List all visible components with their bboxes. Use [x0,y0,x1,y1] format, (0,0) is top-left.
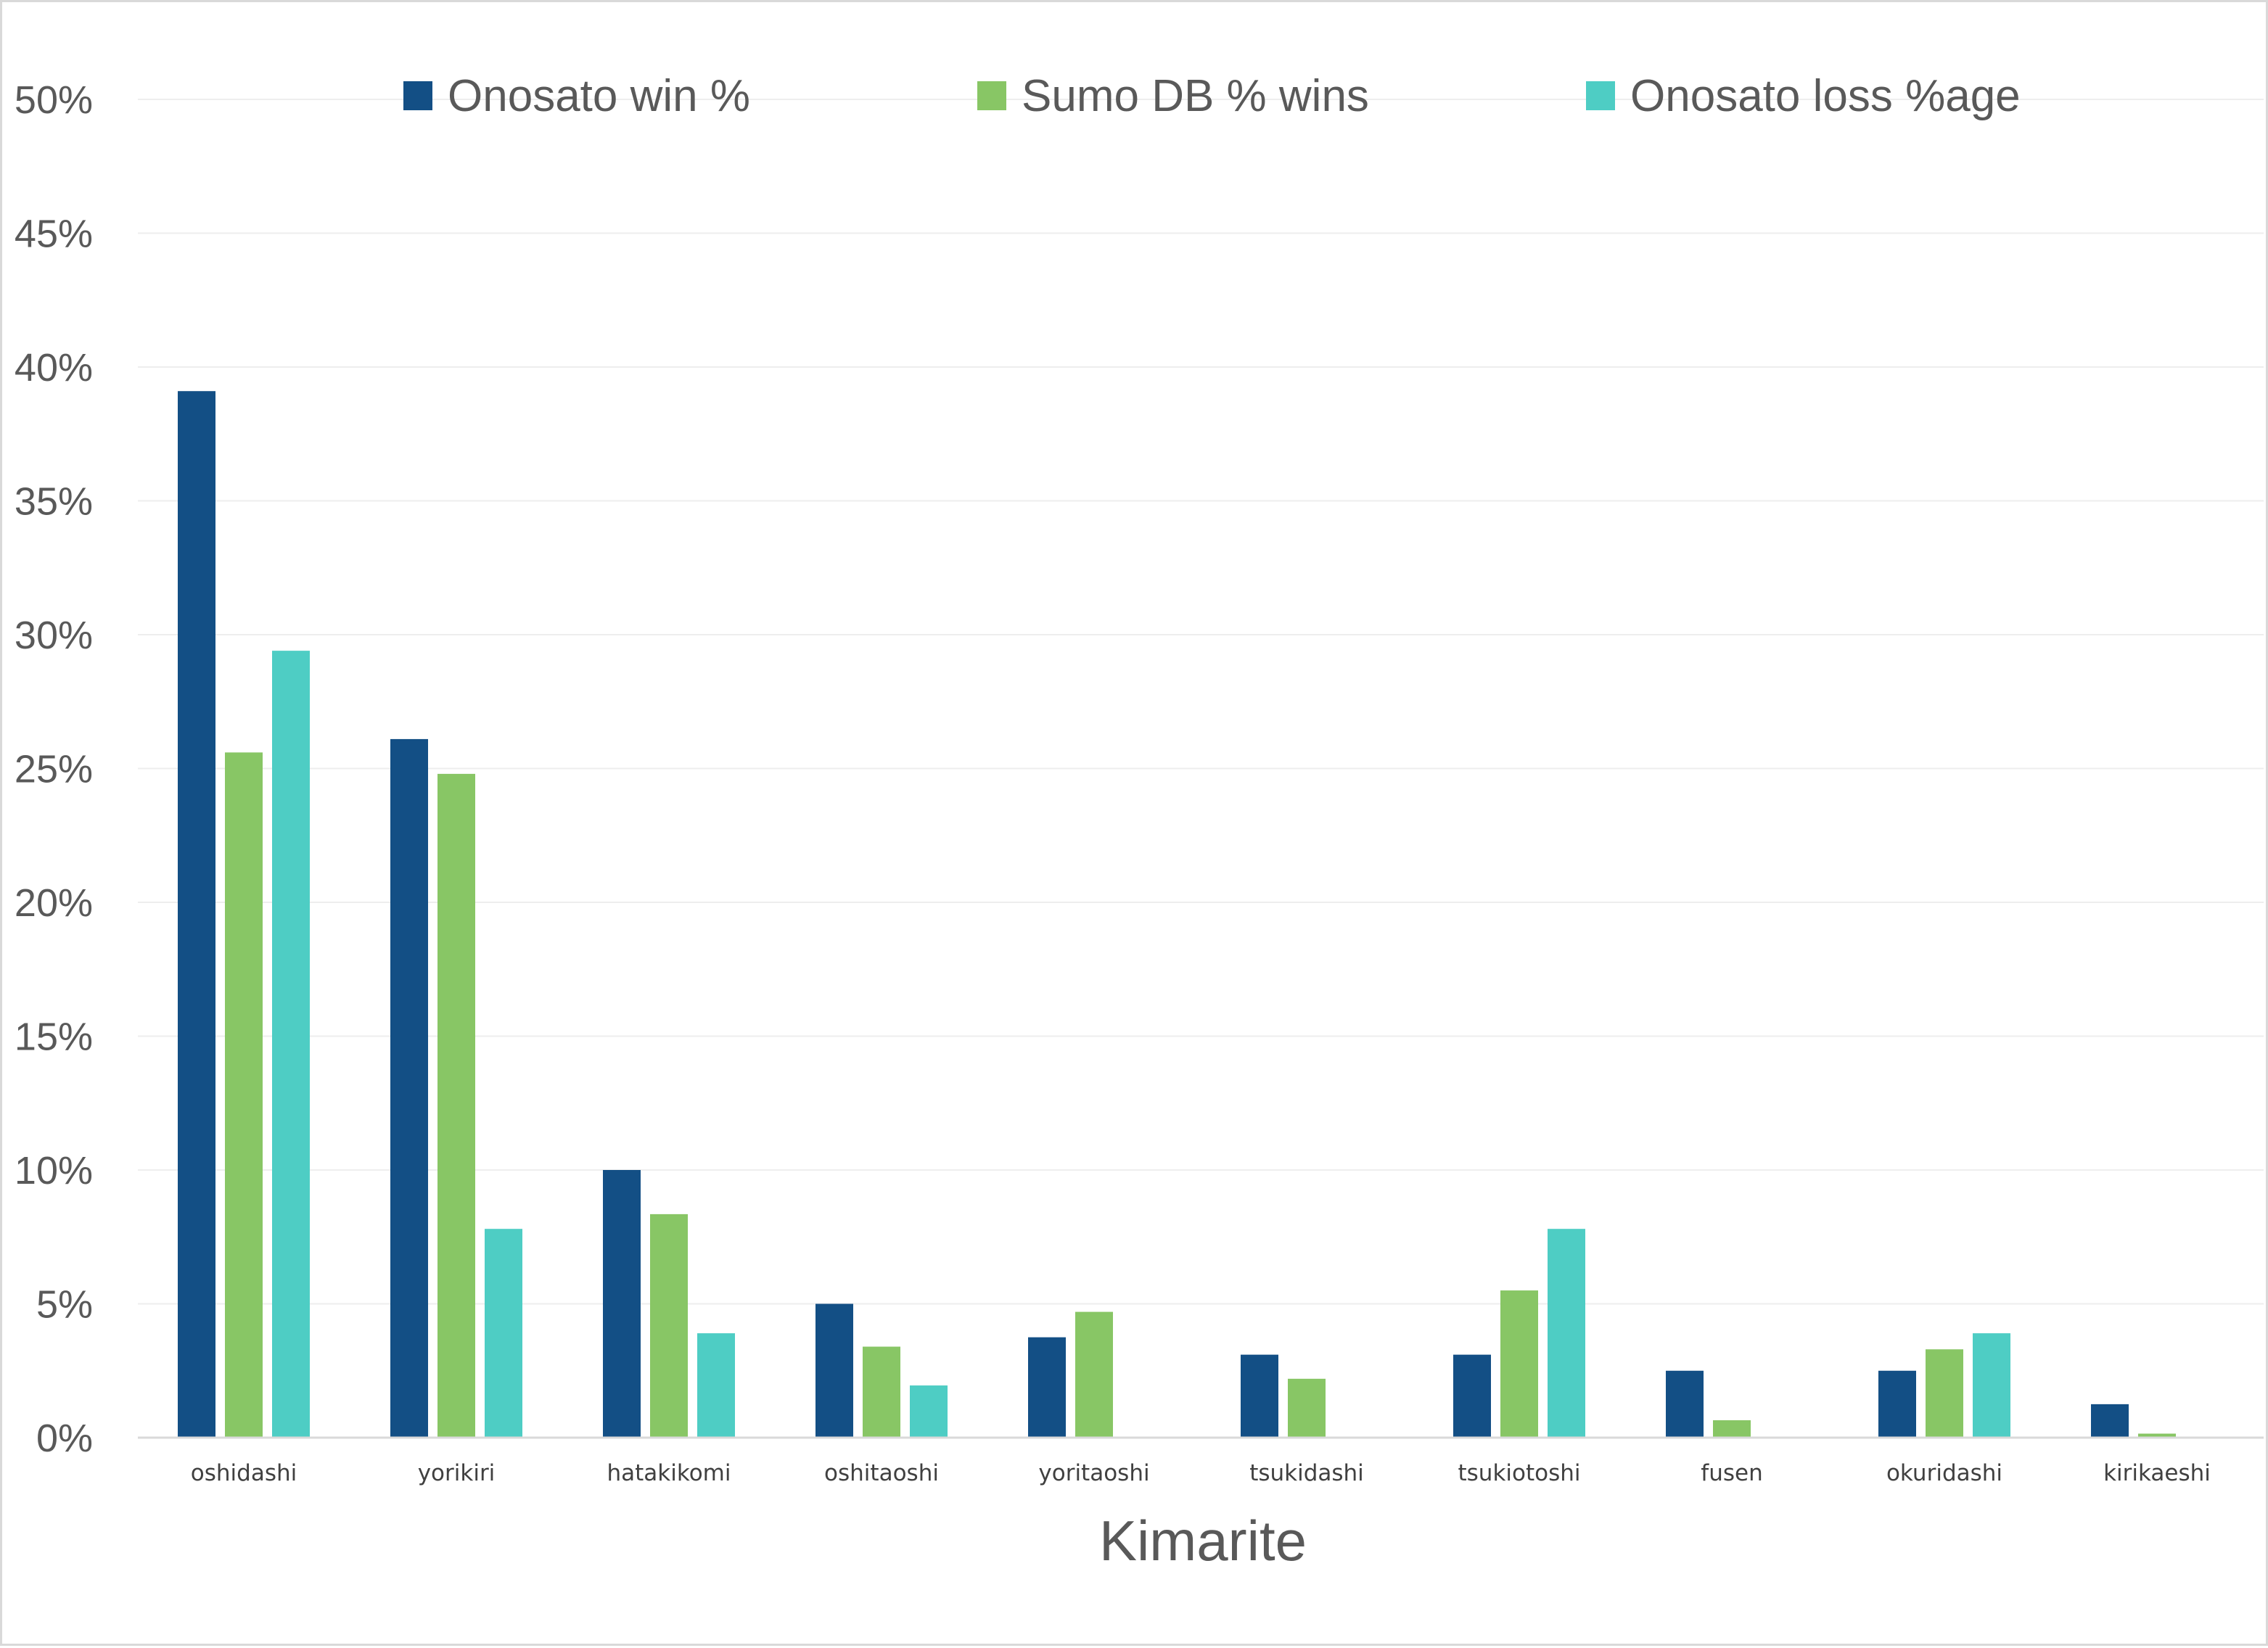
bar-hatakikomi-series-0 [603,1170,641,1438]
bar-tsukiotoshi-series-0 [1453,1354,1491,1438]
bar-oshitaoshi-series-1 [863,1346,900,1438]
legend: Onosato win % Sumo DB % wins Onosato loss … [403,71,2021,121]
y-tick-label: 10% [15,1149,93,1192]
bar-hatakikomi-series-1 [650,1214,688,1438]
y-tick-label: 20% [15,881,93,925]
legend-label: Onosato win % [448,71,750,121]
y-axis-ticks: 0% 5% 10% 15% 20% 25% 30% 35% 40% 45% 50% [15,78,93,1460]
x-tick-label: hatakikomi [607,1460,731,1486]
bar-oshitaoshi-series-2 [910,1385,948,1438]
x-axis-title: Kimarite [1099,1509,1307,1573]
x-tick-label: tsukidashi [1249,1460,1364,1486]
y-tick-label: 35% [15,480,93,524]
bar-kirikaeshi-series-0 [2091,1404,2129,1438]
bar-okuridashi-series-1 [1926,1349,1963,1438]
bars [178,391,2176,1438]
bar-fusen-series-0 [1666,1370,1704,1438]
bar-hatakikomi-series-2 [697,1333,735,1438]
y-tick-label: 0% [36,1417,93,1460]
legend-label: Onosato loss %age [1630,71,2021,121]
bar-oshidashi-series-0 [178,391,215,1438]
bar-yorikiri-series-0 [390,738,428,1438]
bar-kirikaeshi-series-1 [2138,1433,2176,1438]
x-tick-label: oshitaoshi [824,1460,939,1486]
legend-swatch [977,81,1006,110]
y-tick-label: 30% [15,614,93,657]
x-tick-label: yoritaoshi [1038,1460,1149,1486]
legend-swatch [1586,81,1615,110]
bar-yoritaoshi-series-1 [1075,1311,1113,1438]
bar-okuridashi-series-0 [1878,1370,1916,1438]
y-tick-label: 15% [15,1015,93,1059]
x-tick-label: oshidashi [191,1460,297,1486]
y-tick-label: 50% [15,78,93,122]
bar-oshitaoshi-series-0 [815,1303,853,1438]
bar-tsukiotoshi-series-1 [1500,1290,1538,1438]
x-tick-label: yorikiri [418,1460,496,1486]
bar-yoritaoshi-series-0 [1028,1337,1066,1438]
y-tick-label: 5% [36,1283,93,1327]
y-tick-label: 25% [15,748,93,791]
x-tick-label: okuridashi [1886,1460,2002,1486]
bar-fusen-series-1 [1713,1420,1751,1438]
gridlines [138,99,2264,1305]
y-tick-label: 40% [15,346,93,390]
legend-label: Sumo DB % wins [1022,71,1369,121]
legend-swatch [403,81,432,110]
x-tick-label: tsukiotoshi [1458,1460,1580,1486]
bar-yorikiri-series-2 [485,1229,522,1438]
x-axis-ticks: oshidashi yorikiri hatakikomi oshitaoshi yor… [191,1460,2211,1486]
bar-yorikiri-series-1 [437,773,475,1438]
bar-tsukidashi-series-1 [1288,1378,1326,1438]
bar-tsukiotoshi-series-2 [1548,1229,1585,1438]
y-tick-label: 45% [15,213,93,256]
bar-oshidashi-series-1 [225,752,263,1438]
bar-oshidashi-series-2 [272,651,310,1438]
bar-okuridashi-series-2 [1973,1333,2010,1438]
x-tick-label: kirikaeshi [2103,1460,2211,1486]
bar-tsukidashi-series-0 [1241,1354,1278,1438]
x-tick-label: fusen [1701,1460,1762,1486]
